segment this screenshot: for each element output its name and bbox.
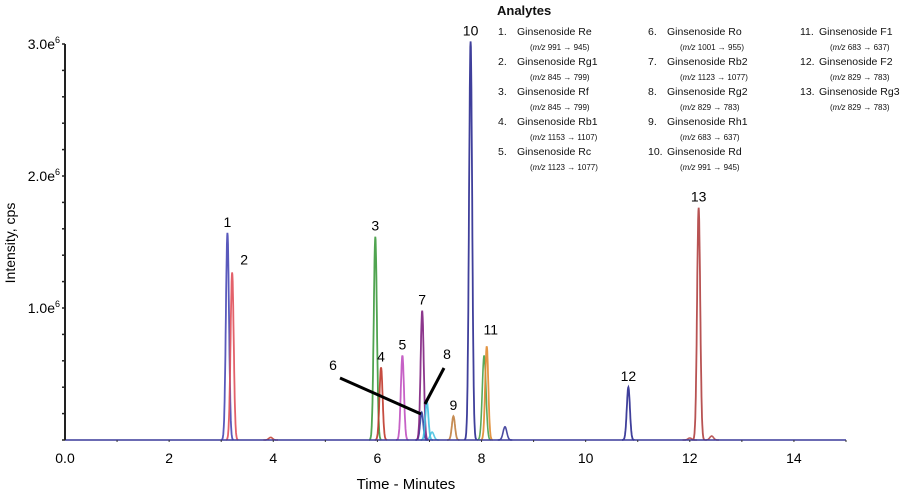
peak-label-2: 2 [240, 251, 248, 267]
legend-item-number: 12. [800, 56, 815, 68]
peak-label-6: 6 [329, 357, 337, 373]
legend-item-transition: (m/z 991 → 945) [530, 43, 590, 52]
x-tick-label: 14 [786, 450, 802, 466]
peak-9 [447, 414, 460, 441]
peak-7 [415, 310, 429, 441]
peak-label-8: 8 [443, 346, 451, 362]
peak-label-5: 5 [398, 337, 406, 353]
legend-item-number: 5. [498, 146, 507, 158]
legend-item-name: Ginsenoside F2 [819, 56, 893, 68]
legend-item: 9. Ginsenoside Rh1 [648, 116, 748, 128]
legend-item-name: Ginsenoside Rc [517, 146, 592, 158]
peak-12 [621, 384, 635, 441]
legend-item-name: Ginsenoside F1 [819, 26, 893, 38]
peaks-layer [221, 41, 719, 441]
legend-item-name: Ginsenoside Rg3 [819, 86, 900, 98]
legend-item: 2. Ginsenoside Rg1 [498, 56, 598, 68]
legend-item: 4. Ginsenoside Rb1 [498, 116, 598, 128]
legend-item: 8. Ginsenoside Rg2 [648, 86, 748, 98]
peak-11 [480, 346, 493, 441]
legend-item: 13. Ginsenoside Rg3 [800, 86, 900, 98]
x-tick-label: 12 [682, 450, 698, 466]
leader-line-8 [423, 367, 446, 405]
legend-item: 11. Ginsenoside F1 [800, 26, 893, 38]
legend-item-transition: (m/z 1153 → 1107) [530, 133, 598, 142]
legend-item-number: 11. [800, 26, 814, 38]
legend-item-number: 10. [648, 146, 663, 158]
peak-label-11: 11 [483, 321, 498, 337]
legend-item: 1. Ginsenoside Re [498, 26, 592, 38]
y-tick-label: 1.0e6 [28, 299, 60, 316]
leader-line-6 [339, 376, 422, 416]
legend-item-name: Ginsenoside Ro [667, 26, 742, 38]
legend-item-transition: (m/z 683 → 637) [680, 133, 740, 142]
legend-item: 5. Ginsenoside Rc [498, 146, 591, 158]
legend-item-name: Ginsenoside Rg2 [667, 86, 748, 98]
peak-label-9: 9 [450, 397, 458, 413]
legend-item-transition: (m/z 1123 → 1077) [680, 73, 748, 82]
legend-item-number: 6. [648, 26, 657, 38]
legend-item-transition: (m/z 829 → 783) [830, 73, 890, 82]
peak-10 [463, 41, 478, 441]
legend-item: 7. Ginsenoside Rb2 [648, 56, 748, 68]
x-tick-label: 2 [165, 450, 173, 466]
peak-label-3: 3 [371, 218, 379, 234]
legend-item-transition: (m/z 683 → 637) [830, 43, 890, 52]
legend-item-name: Ginsenoside Re [517, 26, 592, 38]
legend-item-number: 3. [498, 86, 507, 98]
x-tick-label: 0.0 [55, 450, 75, 466]
peak-3 [369, 236, 382, 441]
x-tick-label: 10 [578, 450, 594, 466]
legend-item: 10. Ginsenoside Rd [648, 146, 742, 158]
legend-item-number: 9. [648, 116, 657, 128]
legend-item-transition: (m/z 845 → 799) [530, 103, 590, 112]
y-tick-label: 2.0e6 [28, 167, 60, 184]
legend-item-number: 2. [498, 56, 507, 68]
peak-label-7: 7 [418, 292, 426, 308]
legend-item-number: 7. [648, 56, 657, 68]
legend-item-number: 4. [498, 116, 507, 128]
legend-item-number: 13. [800, 86, 815, 98]
y-axis-label: Intensity, cps [2, 203, 18, 284]
legend-item-transition: (m/z 1001 → 955) [680, 43, 745, 52]
peak-4 [374, 367, 388, 441]
peak-label-12: 12 [621, 368, 637, 384]
legend-item-name: Ginsenoside Rb1 [517, 116, 598, 128]
legend-item-name: Ginsenoside Rh1 [667, 116, 748, 128]
peak-1 [221, 232, 234, 441]
legend-item-transition: (m/z 829 → 783) [680, 103, 740, 112]
peak-label-4: 4 [377, 348, 385, 364]
legend-item-name: Ginsenoside Rg1 [517, 56, 598, 68]
legend-item-name: Ginsenoside Rb2 [667, 56, 748, 68]
peak-label-1: 1 [224, 214, 232, 230]
legend-item: 12. Ginsenoside F2 [800, 56, 893, 68]
legend-item-name: Ginsenoside Rf [517, 86, 589, 98]
legend-title: Analytes [497, 3, 552, 18]
legend-item-name: Ginsenoside Rd [667, 146, 742, 158]
peak-2 [225, 272, 239, 441]
minor-peak [497, 425, 513, 441]
peak-label-10: 10 [463, 22, 479, 38]
legend-item: 3. Ginsenoside Rf [498, 86, 589, 98]
legend-item-number: 8. [648, 86, 657, 98]
legend-item-transition: (m/z 845 → 799) [530, 73, 590, 82]
x-axis-label: Time - Minutes [357, 476, 456, 491]
minor-peak [476, 355, 492, 441]
legend-item-number: 1. [498, 26, 507, 38]
x-tick-label: 6 [374, 450, 382, 466]
peak-5 [395, 355, 409, 441]
legend-item: 6. Ginsenoside Ro [648, 26, 742, 38]
x-tick-label: 4 [269, 450, 277, 466]
y-tick-label: 3.0e6 [28, 35, 60, 52]
x-tick-label: 8 [478, 450, 486, 466]
peak-13 [692, 207, 706, 441]
peak-label-13: 13 [691, 189, 707, 205]
legend-item-transition: (m/z 991 → 945) [680, 163, 740, 172]
legend-item-transition: (m/z 1123 → 1077) [530, 163, 598, 172]
legend-item-transition: (m/z 829 → 783) [830, 103, 890, 112]
